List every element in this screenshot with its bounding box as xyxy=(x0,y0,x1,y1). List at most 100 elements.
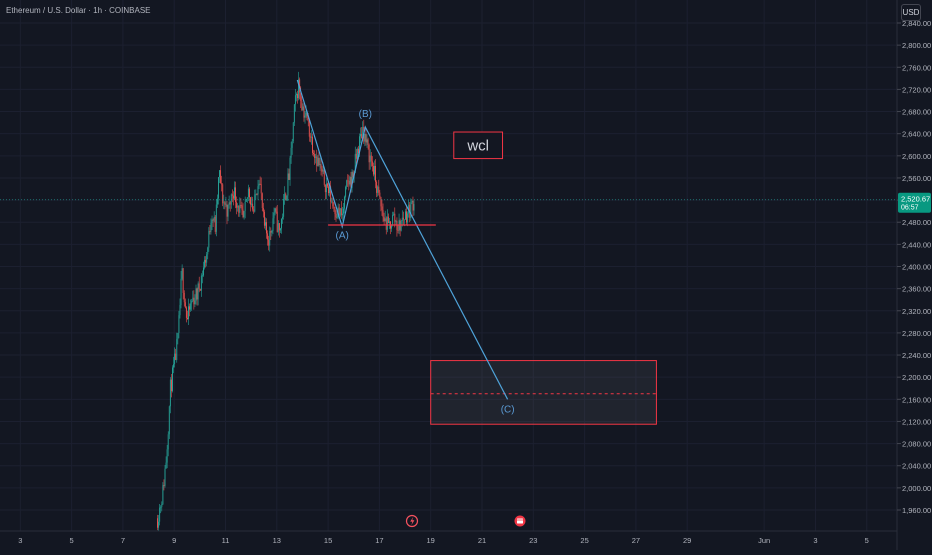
candle-body xyxy=(288,173,290,180)
candle-body xyxy=(215,204,217,232)
candle-body xyxy=(250,197,251,205)
candle-body xyxy=(208,231,210,248)
candle-body xyxy=(174,353,176,365)
candle-body xyxy=(158,521,160,528)
price-tick-label: 2,840.00 xyxy=(902,19,931,28)
calendar-event-icon-page xyxy=(517,518,523,524)
time-axis[interactable]: 3 5 7 9 11 13 15 17 19 21 23 25 27 29 Jun 3 5 xyxy=(18,536,869,545)
candle-body xyxy=(213,216,215,221)
candle-body xyxy=(341,213,343,216)
candle-body xyxy=(330,186,332,202)
candle-body xyxy=(279,228,281,231)
candle-body xyxy=(395,220,397,222)
candle-body xyxy=(317,157,319,166)
candle-body xyxy=(261,193,263,209)
currency-button[interactable]: USD xyxy=(901,4,921,21)
candle-body xyxy=(194,300,196,305)
candle-body xyxy=(227,204,229,217)
candle-body xyxy=(181,268,183,279)
candle-body xyxy=(190,303,192,310)
candle-body xyxy=(346,180,348,187)
candle-body xyxy=(201,275,203,277)
candle-body xyxy=(211,219,213,223)
price-tick-label: 2,480.00 xyxy=(902,218,931,227)
price-tick-label: 2,200.00 xyxy=(902,373,931,382)
candle-body xyxy=(265,222,266,226)
time-tick-label: 27 xyxy=(632,536,640,545)
candle-body xyxy=(263,211,265,226)
candle-body xyxy=(402,217,404,220)
candle-body xyxy=(316,156,318,166)
candle-body xyxy=(241,205,243,210)
candle-body xyxy=(177,332,179,340)
candle-body xyxy=(309,136,311,138)
time-tick-label: 3 xyxy=(18,536,22,545)
candle-body xyxy=(188,306,189,320)
candle-body xyxy=(344,196,346,209)
candle-body xyxy=(169,379,171,407)
candle-body xyxy=(319,164,321,165)
calendar-event-icon[interactable] xyxy=(514,515,526,527)
price-tick-label: 2,040.00 xyxy=(902,462,931,471)
candle-body xyxy=(258,183,260,187)
candle-body xyxy=(205,259,207,263)
price-axis[interactable]: 1,960.00 2,000.00 2,040.00 2,080.00 2,120.00… xyxy=(897,19,931,515)
grid-layer xyxy=(0,0,897,531)
candle-body xyxy=(385,218,387,230)
candle-body xyxy=(269,230,271,246)
candle-body xyxy=(182,268,184,293)
price-tick-label: 2,160.00 xyxy=(902,395,931,404)
candle-body xyxy=(302,106,304,111)
text-note-box[interactable] xyxy=(453,131,504,160)
candle-body xyxy=(378,186,380,193)
candle-body xyxy=(176,339,178,360)
candle-body xyxy=(381,206,383,211)
time-tick-label: 13 xyxy=(273,536,281,545)
event-icons-layer[interactable] xyxy=(405,514,526,528)
candle-body xyxy=(191,300,193,304)
candle-body xyxy=(231,194,233,196)
candle-body xyxy=(355,153,357,159)
candle-body xyxy=(162,485,164,505)
candle-body xyxy=(237,205,239,208)
candle-body xyxy=(164,468,166,486)
candle-body xyxy=(200,275,202,291)
candle-body xyxy=(407,213,409,223)
candle-body xyxy=(189,306,191,310)
candle-body xyxy=(251,203,253,205)
candle-body xyxy=(185,307,187,318)
candle-body xyxy=(267,233,269,240)
candle-body xyxy=(247,188,249,198)
candle-body xyxy=(383,216,385,222)
candle-body xyxy=(228,202,230,205)
candle-body xyxy=(285,193,287,201)
time-tick-label: 21 xyxy=(478,536,486,545)
candle-body xyxy=(298,79,300,99)
candle-body xyxy=(209,231,211,232)
candle-body xyxy=(275,208,277,212)
candle-body xyxy=(193,297,195,305)
candle-body xyxy=(257,186,259,195)
candle-body xyxy=(178,315,180,333)
candle-body xyxy=(283,199,285,217)
candle-body xyxy=(244,201,246,212)
candle-body xyxy=(207,247,209,255)
candle-body xyxy=(370,155,372,162)
price-tick-label: 2,120.00 xyxy=(902,417,931,426)
target-zone-box[interactable] xyxy=(430,360,657,425)
candle-body xyxy=(187,317,188,320)
lightning-event-icon[interactable] xyxy=(405,514,419,528)
candle-body xyxy=(167,434,169,450)
candle-body xyxy=(406,211,407,223)
annotation-layer[interactable]: (A) (B) (C) wcl xyxy=(0,79,897,415)
candle-body xyxy=(170,379,172,392)
candle-body xyxy=(340,208,342,216)
candle-body xyxy=(297,94,298,99)
candle-body xyxy=(303,106,305,118)
elliott-wave-line[interactable] xyxy=(296,79,509,400)
candle-body xyxy=(392,215,394,226)
candle-body xyxy=(386,216,388,230)
symbol-title: Ethereum / U.S. Dollar · 1h · COINBASE xyxy=(6,6,151,15)
